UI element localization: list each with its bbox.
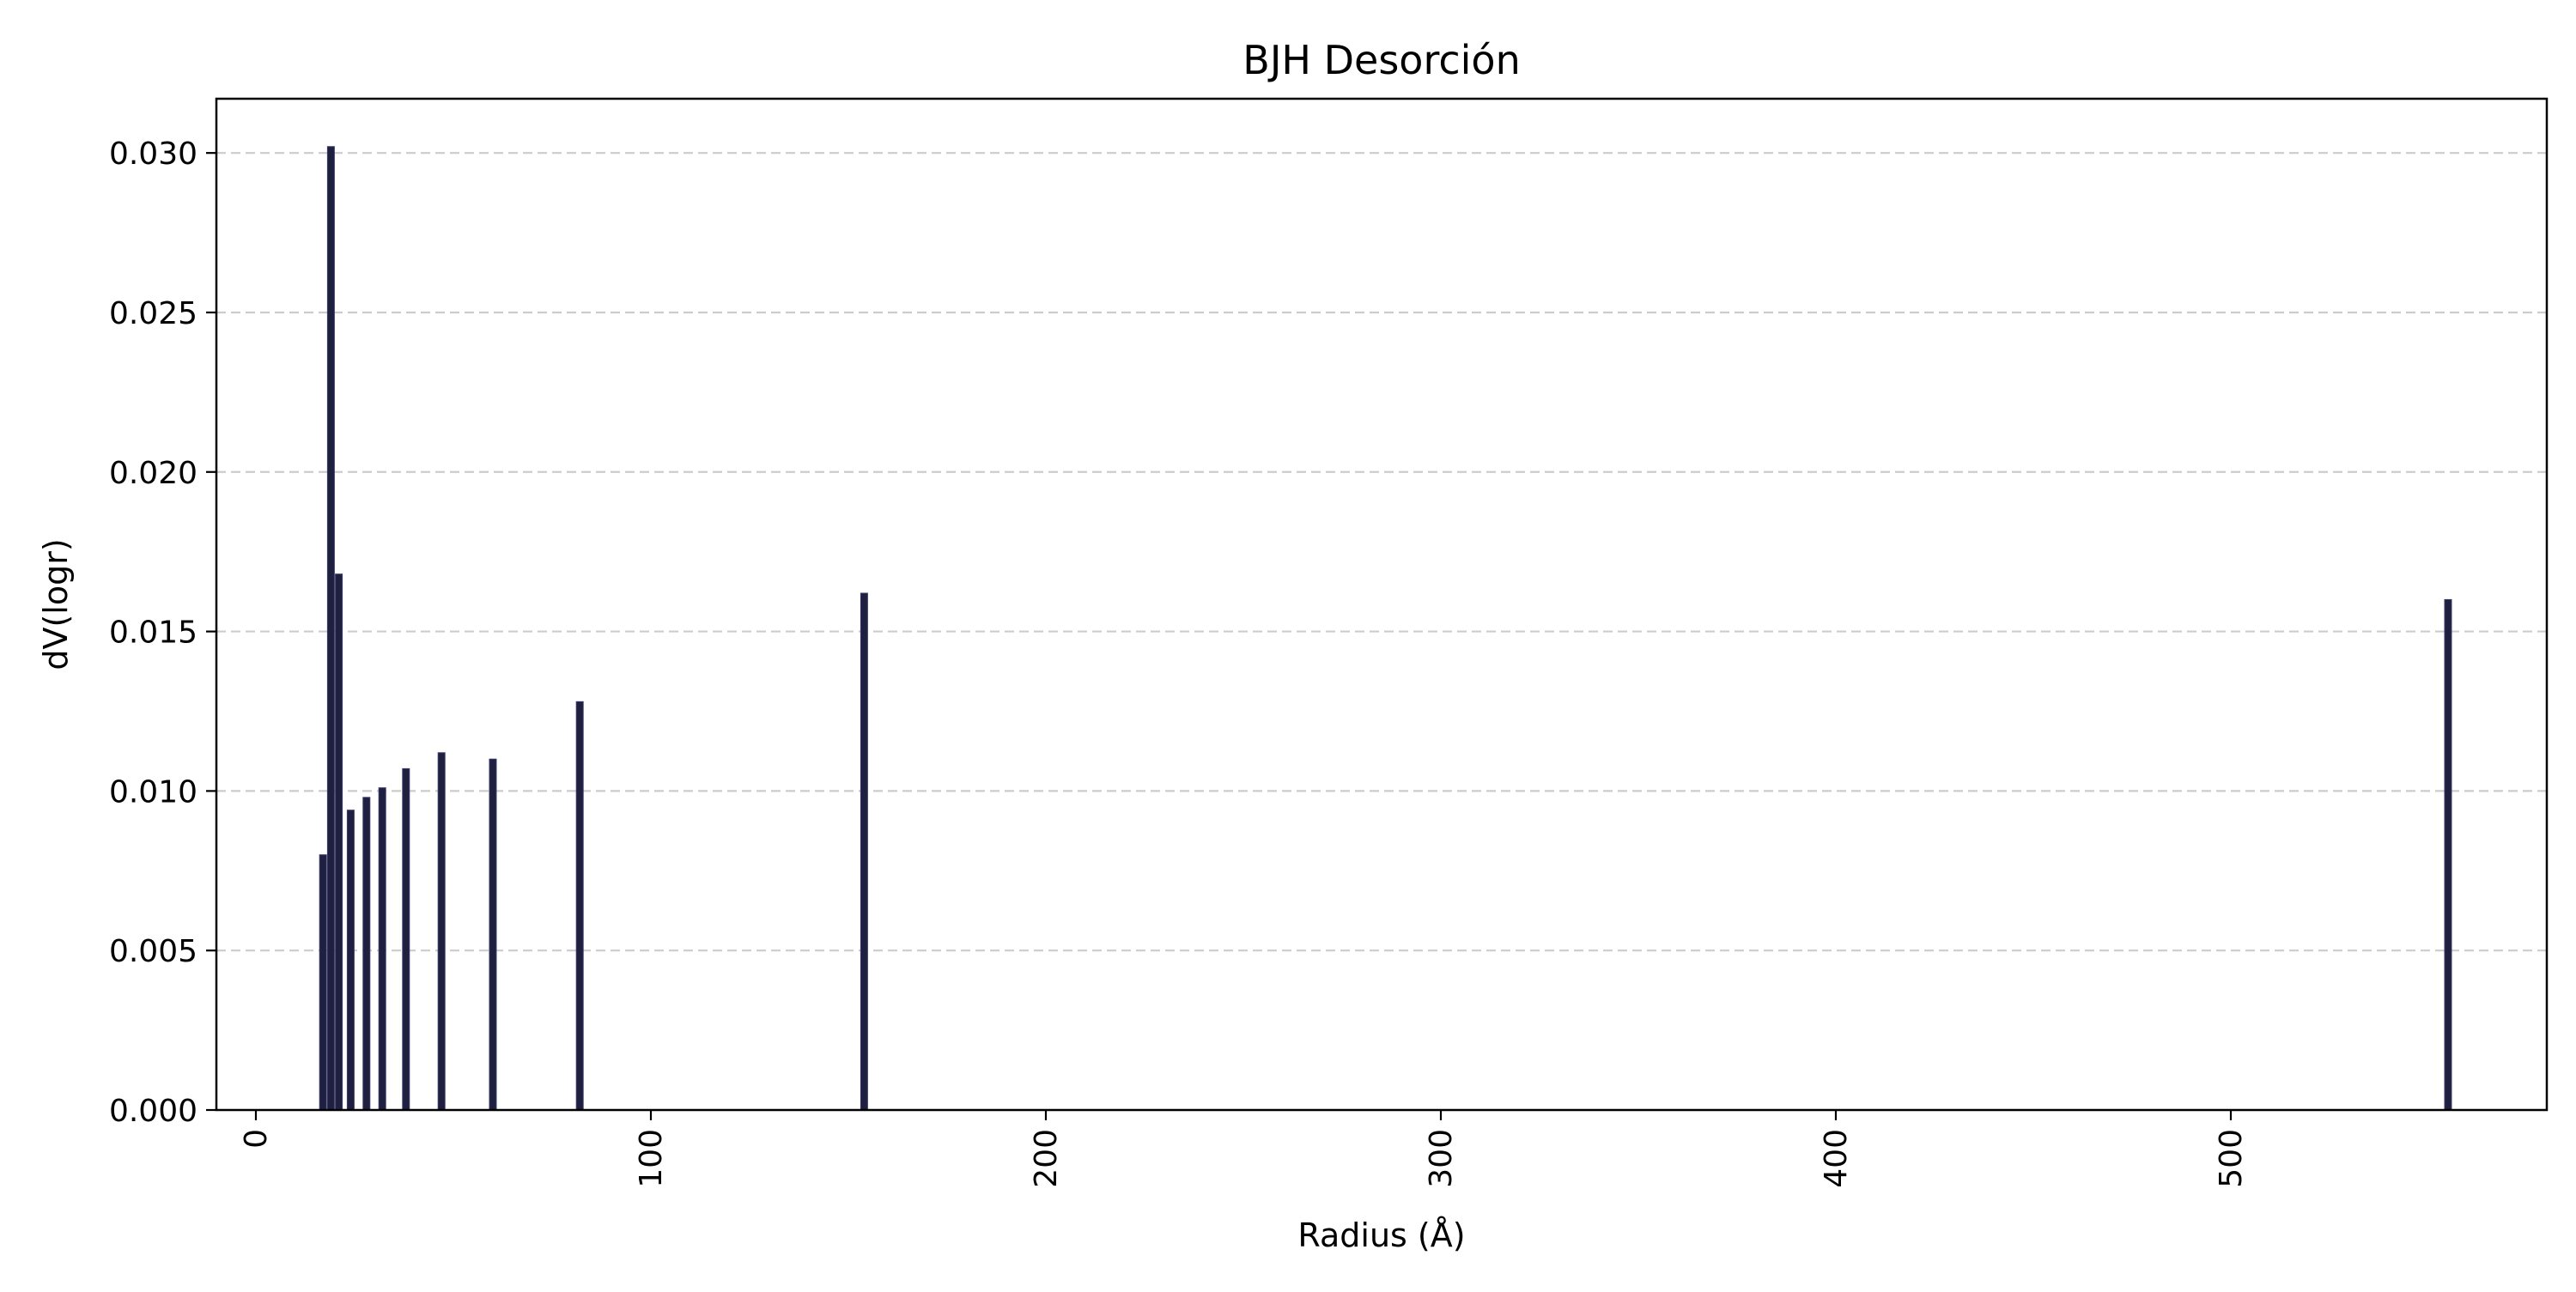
- x-tick-label: 0: [239, 1129, 274, 1149]
- x-tick-label: 400: [1819, 1129, 1854, 1188]
- x-tick-label: 200: [1029, 1129, 1064, 1188]
- grid-layer: [216, 152, 2547, 952]
- y-tick-label: 0.005: [109, 934, 197, 969]
- bar: [378, 787, 386, 1111]
- bar: [319, 854, 327, 1111]
- y-tick-label: 0.000: [109, 1094, 197, 1129]
- plot-frame: [215, 97, 2549, 1112]
- chart-title: BJH Desorción: [1242, 37, 1520, 83]
- bar-layer: [319, 146, 2452, 1111]
- x-tick-label: 500: [2214, 1129, 2249, 1188]
- y-tick-label: 0.010: [109, 774, 197, 810]
- bar: [489, 758, 497, 1111]
- x-tick-label: 300: [1424, 1129, 1459, 1188]
- bar: [2444, 598, 2452, 1111]
- x-axis-label: Radius (Å): [1297, 1216, 1465, 1254]
- y-axis-label: dV(logr): [37, 538, 75, 670]
- bar: [402, 767, 410, 1111]
- y-tick-label: 0.030: [109, 136, 197, 172]
- y-tick-label: 0.020: [109, 456, 197, 491]
- bar: [335, 573, 343, 1111]
- bar: [326, 146, 335, 1111]
- bar: [437, 752, 446, 1111]
- tick-layer: 0.000 0.005 0.010 0.015 0.020 0.025 0.030 0 100 2…: [109, 136, 2249, 1188]
- bar: [575, 701, 584, 1111]
- bar: [346, 810, 355, 1111]
- y-tick-label: 0.015: [109, 616, 197, 651]
- bar: [362, 797, 371, 1111]
- y-tick-label: 0.025: [109, 296, 197, 331]
- x-tick-label: 100: [634, 1129, 669, 1188]
- bar: [860, 592, 868, 1111]
